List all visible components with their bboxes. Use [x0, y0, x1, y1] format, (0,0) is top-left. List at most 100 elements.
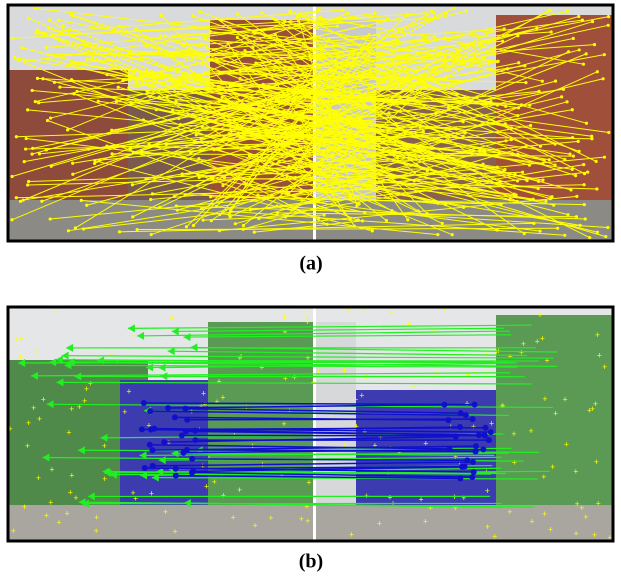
keypoint: +: [204, 481, 209, 491]
keypoint: [67, 229, 70, 232]
keypoint: [209, 195, 212, 198]
keypoint: +: [231, 513, 236, 523]
keypoint: [542, 159, 545, 162]
keypoint: [71, 162, 74, 165]
keypoint: [566, 213, 569, 216]
keypoint: [327, 103, 330, 106]
keypoint: +: [406, 319, 411, 329]
panel-a-image: [8, 5, 613, 241]
keypoint: +: [507, 351, 512, 361]
keypoint: [419, 125, 422, 128]
keypoint: +: [564, 440, 569, 450]
keypoint: [578, 150, 581, 153]
keypoint: [362, 121, 365, 124]
keypoint: [470, 416, 476, 422]
keypoint: [426, 13, 429, 16]
keypoint: [471, 469, 477, 475]
keypoint: +: [587, 405, 592, 415]
keypoint: +: [221, 491, 226, 501]
keypoint: [575, 215, 578, 218]
keypoint: [232, 82, 235, 85]
keypoint: [192, 224, 195, 227]
keypoint: [516, 34, 519, 37]
keypoint: [260, 11, 263, 14]
panel-a-label: (a): [299, 253, 322, 275]
keypoint: [187, 47, 190, 50]
keypoint: +: [574, 528, 579, 538]
keypoint: +: [485, 486, 490, 496]
keypoint: [607, 131, 610, 134]
keypoint: [181, 155, 184, 158]
keypoint: [489, 100, 492, 103]
keypoint: +: [19, 333, 24, 343]
keypoint: [23, 160, 26, 163]
keypoint: [486, 437, 492, 443]
keypoint: [26, 183, 29, 186]
keypoint: [572, 37, 575, 40]
keypoint: [298, 160, 301, 163]
keypoint: [603, 53, 606, 56]
keypoint: [318, 8, 321, 11]
keypoint: [373, 12, 376, 15]
keypoint: +: [18, 352, 23, 362]
keypoint: [221, 96, 224, 99]
keypoint: [452, 7, 455, 10]
keypoint: +: [377, 519, 382, 529]
keypoint: [434, 17, 437, 20]
keypoint: [585, 52, 588, 55]
keypoint: [172, 414, 178, 420]
keypoint: [233, 29, 236, 32]
keypoint: [571, 108, 574, 111]
keypoint: [127, 86, 130, 89]
keypoint: [30, 153, 33, 156]
keypoint: [273, 18, 276, 21]
keypoint: [185, 225, 188, 228]
keypoint: [147, 442, 153, 448]
keypoint: [523, 232, 526, 235]
keypoint: [537, 180, 540, 183]
keypoint: [36, 29, 39, 32]
keypoint: [209, 30, 212, 33]
keypoint: [541, 178, 544, 181]
keypoint: +: [596, 498, 601, 508]
keypoint: [517, 61, 520, 64]
keypoint: [144, 178, 147, 181]
keypoint: [288, 11, 291, 14]
keypoint: [396, 39, 399, 42]
keypoint: [569, 188, 572, 191]
keypoint: [118, 230, 121, 233]
keypoint: +: [428, 503, 433, 513]
keypoint: +: [349, 529, 354, 539]
keypoint: +: [595, 330, 600, 340]
keypoint: [11, 37, 14, 40]
keypoint: [506, 67, 509, 70]
keypoint: [118, 25, 121, 28]
keypoint: [17, 58, 20, 61]
keypoint: +: [306, 478, 311, 488]
keypoint: [441, 222, 444, 225]
keypoint: [607, 24, 610, 27]
keypoint: [221, 184, 224, 187]
keypoint: [215, 17, 218, 20]
keypoint: [234, 222, 237, 225]
keypoint: [131, 215, 134, 218]
keypoint: [174, 99, 177, 102]
keypoint: +: [31, 403, 36, 413]
keypoint: +: [41, 394, 46, 404]
keypoint: [189, 151, 192, 154]
keypoint: [80, 199, 83, 202]
keypoint: [595, 160, 598, 163]
keypoint: [197, 157, 200, 160]
keypoint: [369, 15, 372, 18]
keypoint: [145, 90, 148, 93]
keypoint: +: [542, 509, 547, 519]
keypoint: [323, 213, 326, 216]
keypoint: [462, 463, 468, 469]
keypoint: +: [129, 331, 134, 341]
keypoint: [547, 9, 550, 12]
keypoint: [10, 218, 13, 221]
keypoint: [179, 433, 185, 439]
keypoint: [544, 200, 547, 203]
keypoint: +: [66, 427, 71, 437]
keypoint: [15, 135, 18, 138]
